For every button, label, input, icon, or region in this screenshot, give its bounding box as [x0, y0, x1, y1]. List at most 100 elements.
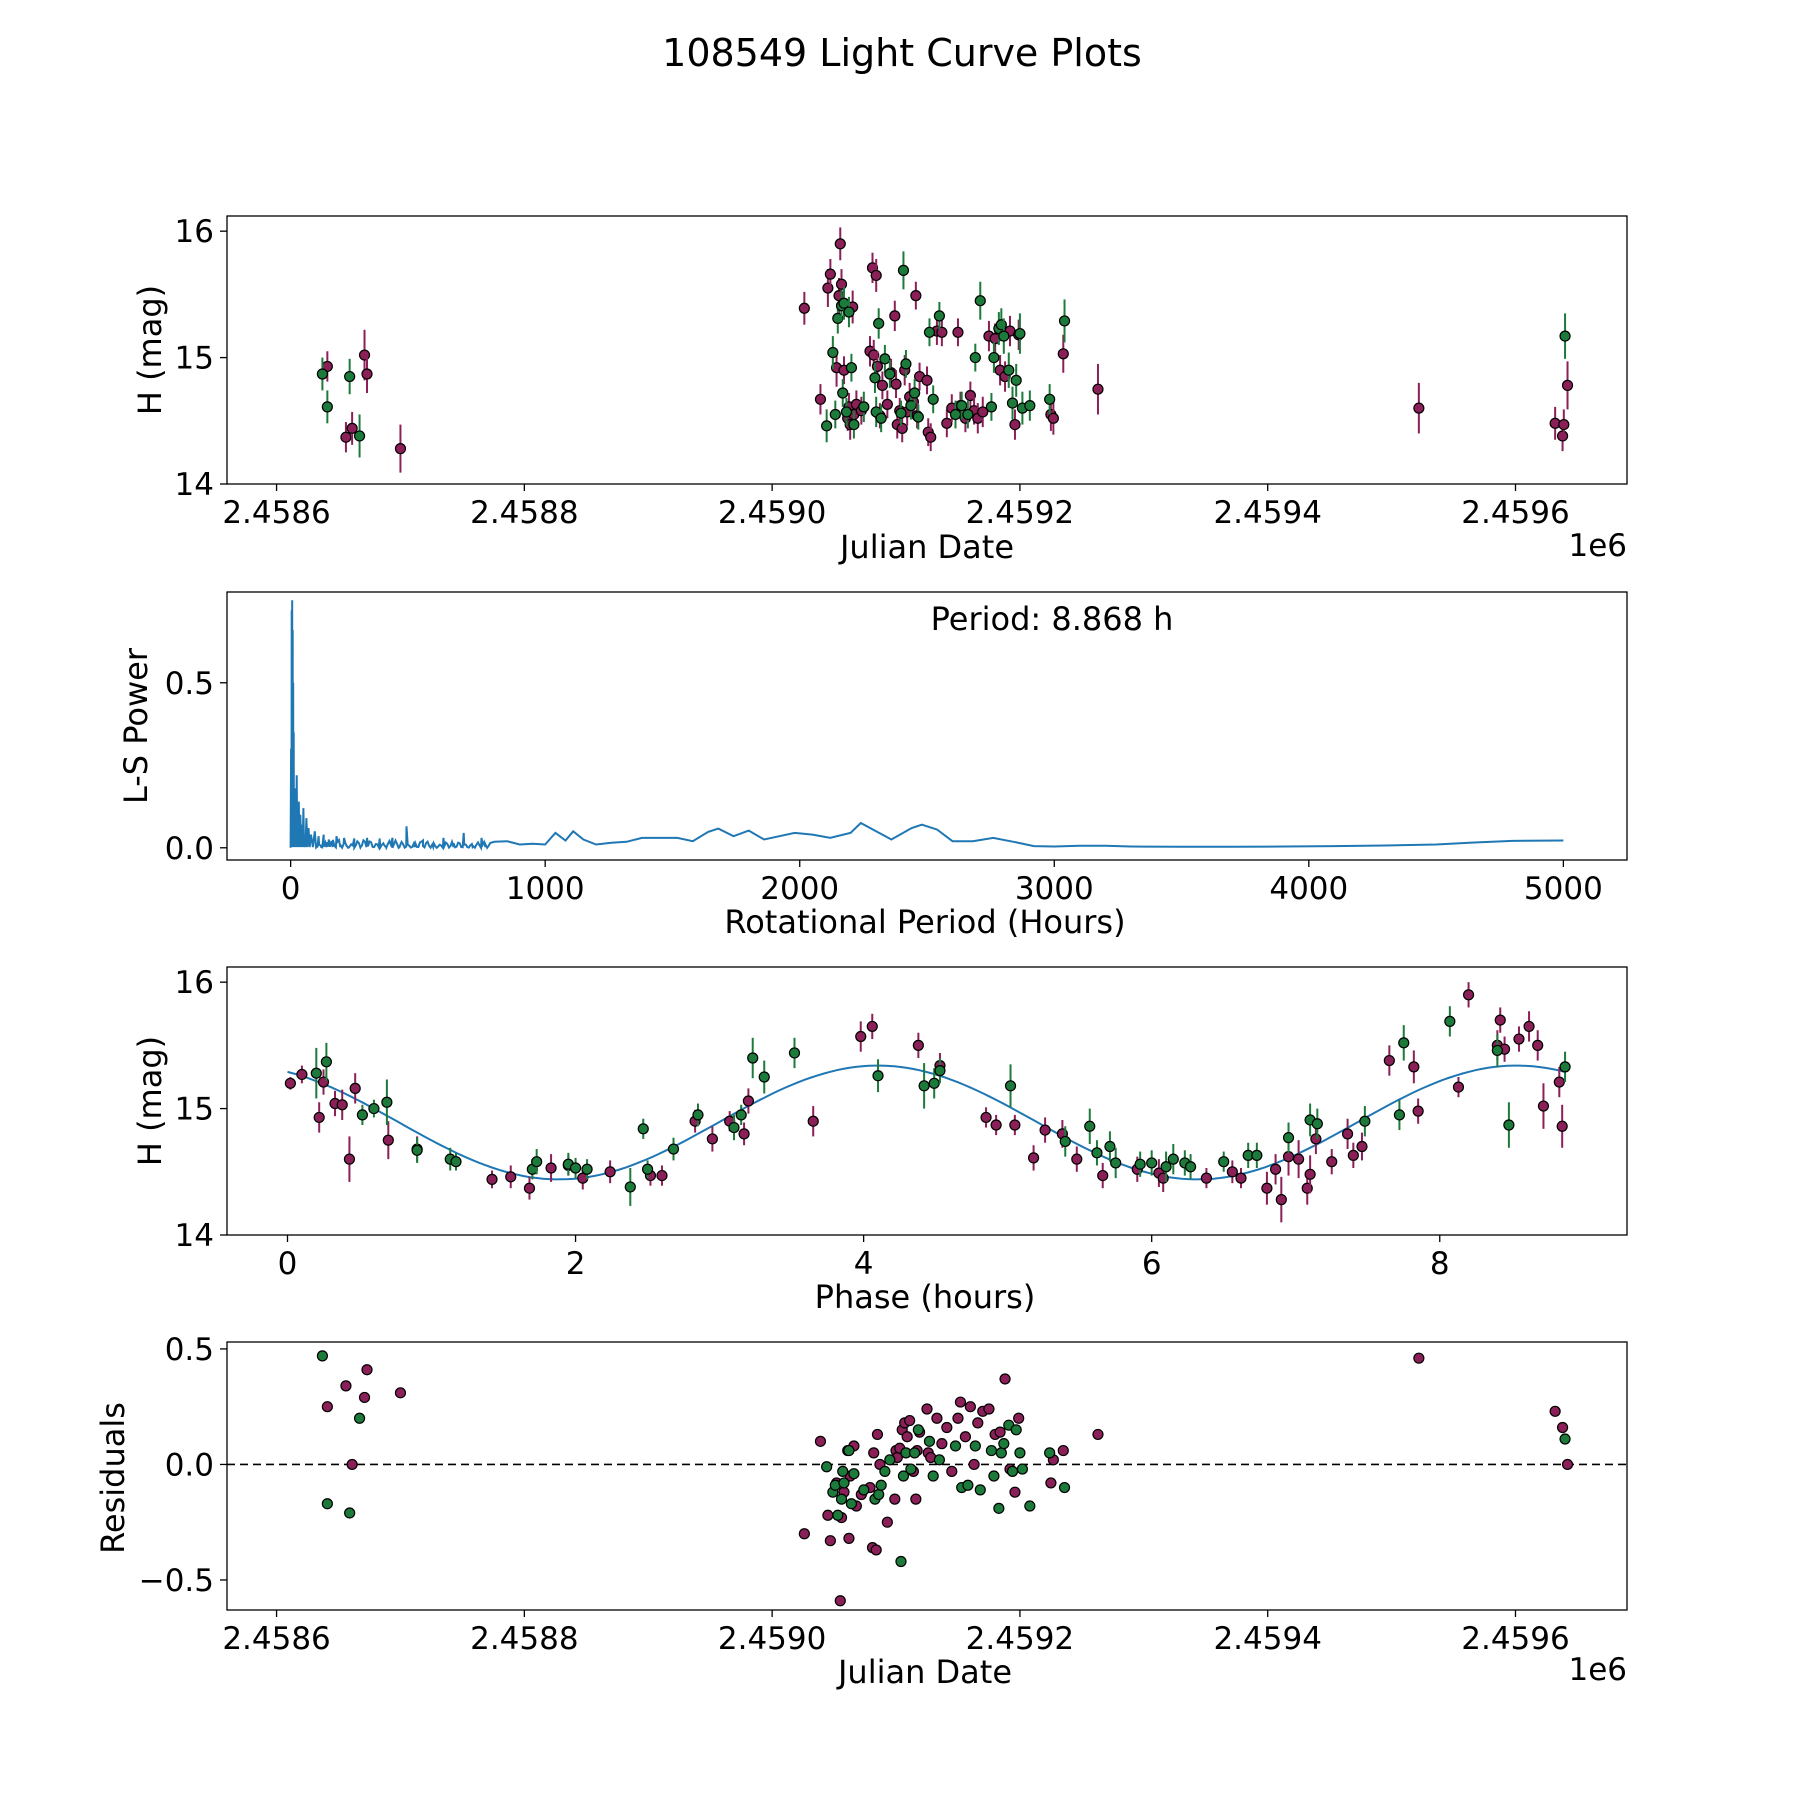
data-point-magenta [1235, 1172, 1247, 1184]
data-point-magenta [1304, 1168, 1316, 1180]
data-point-magenta [358, 349, 371, 361]
data-point-magenta [871, 1428, 884, 1441]
data-point-green [988, 351, 1000, 364]
data-point-magenta [1269, 1163, 1282, 1175]
data-point-magenta [921, 374, 933, 386]
figure-title: 108549 Light Curve Plots [662, 31, 1142, 75]
data-point-green [381, 1096, 393, 1108]
data-point-green [1134, 1158, 1146, 1170]
data-point-magenta [910, 1493, 922, 1505]
data-point-green [692, 1109, 704, 1121]
lightcurve-marks [316, 227, 1574, 473]
data-point-green [316, 1350, 328, 1362]
data-point-magenta [972, 1417, 984, 1429]
data-point-green [1184, 1161, 1197, 1173]
data-point-magenta [925, 431, 937, 443]
residuals-x-ticks: 2.4586 2.4588 2.4590 2.4592 2.4594 2.4596 [222, 1610, 1570, 1657]
data-point-magenta [824, 1535, 836, 1547]
data-point-magenta [1549, 1405, 1561, 1417]
residuals-x-tick-label: 2.4590 [718, 1621, 826, 1657]
data-point-green [1218, 1156, 1230, 1168]
data-point-magenta [1009, 1119, 1021, 1131]
lightcurve-y-tick-label: 16 [175, 214, 214, 250]
data-point-magenta [336, 1099, 348, 1111]
lightcurve-x-label: Julian Date [838, 528, 1014, 566]
data-point-magenta [1556, 1421, 1569, 1434]
data-point-green [321, 401, 333, 413]
data-point-magenta [604, 1166, 616, 1178]
data-point-green [909, 1447, 921, 1459]
data-point-magenta [901, 1431, 913, 1443]
data-point-green [848, 418, 860, 431]
data-point-green [1503, 1119, 1515, 1131]
phased-y-tick-label: 15 [175, 1092, 214, 1128]
data-point-magenta [1226, 1166, 1238, 1178]
data-point-green [1559, 1061, 1571, 1073]
data-point-green [879, 353, 891, 365]
periodogram-y-label: L-S Power [117, 647, 155, 804]
phased-y-tick-label: 14 [175, 1218, 214, 1254]
data-point-green [837, 387, 849, 399]
panel-phased: 0 2 4 6 8 14 15 16 Phase (hours) H (mag) [131, 965, 1628, 1316]
data-point-green [829, 408, 841, 421]
data-point-magenta [382, 1134, 394, 1146]
data-point-magenta [931, 1412, 943, 1424]
data-point-green [1491, 1044, 1503, 1057]
data-point-green [747, 1052, 759, 1064]
data-point-green [927, 393, 939, 405]
data-point-green [872, 1070, 884, 1082]
data-point-magenta [742, 1095, 754, 1107]
data-point-green [840, 406, 853, 418]
data-point-magenta [870, 269, 882, 282]
lightcurve-x-tick-label: 2.4586 [222, 495, 330, 531]
data-point-green [974, 1484, 986, 1496]
data-point-green [900, 358, 912, 370]
periodogram-y-tick-label: 0.0 [165, 831, 214, 867]
data-point-magenta [1413, 402, 1425, 414]
lightcurve-y-label: H (mag) [131, 285, 169, 415]
data-point-green [873, 1488, 885, 1501]
data-point-green [1160, 1161, 1172, 1173]
data-point-green [869, 372, 881, 384]
data-point-magenta [1009, 1486, 1021, 1498]
data-point-magenta [904, 1414, 916, 1427]
data-point-green [843, 1444, 855, 1457]
data-point-magenta [999, 1373, 1011, 1385]
data-point-magenta [941, 1421, 953, 1434]
data-point-green [1359, 1115, 1371, 1127]
data-point-green [728, 1121, 740, 1134]
data-point-green [1110, 1157, 1122, 1169]
data-point-green [895, 407, 907, 419]
data-point-green [905, 400, 917, 412]
data-point-green [998, 330, 1010, 342]
phased-frame [226, 966, 1628, 1236]
data-point-magenta [1556, 430, 1569, 442]
data-point-magenta [656, 1169, 668, 1182]
data-point-magenta [896, 422, 908, 434]
periodogram-x-tick-label: 5000 [1524, 871, 1603, 907]
data-point-green [641, 1163, 654, 1175]
data-point-magenta [1452, 1081, 1465, 1093]
data-point-green [344, 1507, 356, 1519]
data-point-magenta [866, 1020, 878, 1033]
data-point-magenta [952, 1412, 964, 1424]
periodogram-x-tick-label: 4000 [1269, 871, 1348, 907]
lightcurve-x-ticks: 2.4586 2.4588 2.4590 2.4592 2.4594 2.4596 [222, 484, 1570, 531]
residuals-x-tick-label: 2.4594 [1213, 1621, 1321, 1657]
data-point-magenta [936, 326, 948, 338]
data-point-green [1058, 1481, 1071, 1494]
data-point-green [637, 1123, 649, 1135]
data-point-green [985, 401, 998, 413]
phased-y-label: H (mag) [131, 1036, 169, 1166]
data-point-magenta [738, 1128, 750, 1140]
data-point-green [321, 1498, 333, 1510]
data-point-magenta [340, 431, 352, 443]
lightcurve-x-tick-label: 2.4590 [718, 495, 826, 531]
data-point-magenta [1200, 1172, 1213, 1184]
data-point-green [923, 1435, 936, 1447]
data-point-magenta [889, 310, 901, 322]
data-point-magenta [1412, 1105, 1424, 1117]
data-point-magenta [834, 238, 846, 250]
data-point-green [998, 1438, 1010, 1450]
data-point-magenta [394, 443, 407, 455]
